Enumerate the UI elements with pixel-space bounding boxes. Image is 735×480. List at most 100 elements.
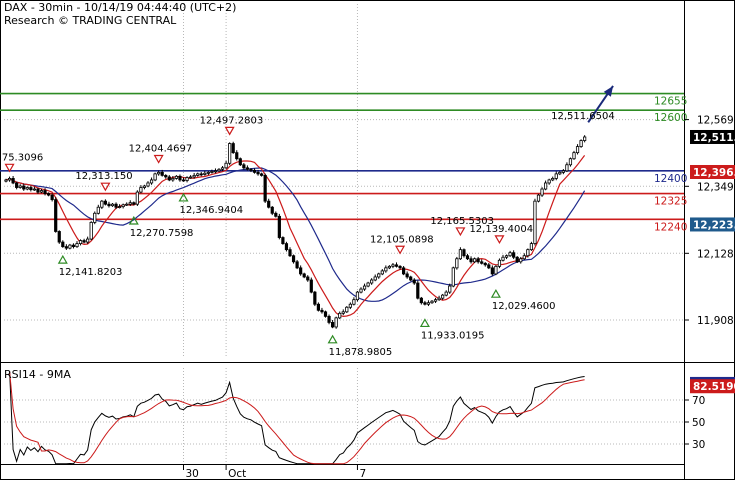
candle-body [352,299,356,305]
candle-body [291,255,296,263]
rsi-tick-label: 70 [692,395,705,407]
price-badge-bg [690,164,735,179]
peak-marker [100,182,111,192]
candle-body [93,212,97,223]
candle-body [29,187,33,191]
candle-body [153,173,157,181]
candle-body [39,190,44,193]
trough-label: 12,029.4600 [492,301,556,312]
trough-marker [128,215,139,225]
x-tick-label: 30 [186,468,199,480]
candle-body [220,167,225,170]
candle-body [267,200,271,208]
price-badge-text: 12,511.7 [693,132,735,144]
candle-body [132,202,136,205]
level-label-12400: 12400 [654,173,687,185]
candle-body [359,288,363,293]
candle-body [558,171,562,175]
peak-marker [4,163,15,173]
candle-body [504,255,509,258]
candle-body [7,178,12,181]
peak-label: 12,497.2803 [200,115,264,126]
level-label-12600: 12600 [654,112,687,124]
candle-body [433,299,438,302]
trough-label: 12,270.7598 [130,228,194,239]
candle-body [178,175,182,181]
candle-body [174,175,178,179]
candle-body [419,297,423,304]
candle-body [515,256,519,263]
candle-body [274,212,278,217]
candle-body [441,294,445,299]
candle-body [483,262,487,266]
candle-body [373,276,377,281]
rsi-ma-line [9,371,585,465]
candle-body [416,282,420,299]
candle-body [125,203,129,206]
peak-label: 12,313.150 [75,171,132,182]
candle-body [544,182,548,190]
peak-marker [153,154,164,164]
candle-body [259,173,264,176]
candle-body [249,168,253,171]
candle-body [323,311,328,317]
chart-title: DAX - 30min - 10/14/19 04:44:40 (UTC+2) [4,1,236,14]
candle-body [306,276,310,281]
level-layer: 12655 12600 12400 12325 12240 [0,92,687,233]
trough-marker [419,318,430,328]
candle-body [380,270,384,275]
candle-body [568,158,573,166]
candle-body [551,178,555,181]
candle-body [469,258,473,263]
candle-body [330,322,335,328]
candle-body [82,240,86,243]
trough-marker [327,334,338,344]
candle-body [572,152,576,160]
candle-body [472,258,477,263]
candle-body [540,188,544,196]
candle-body [370,279,374,284]
candle-body [533,200,537,245]
candle-body [409,276,413,281]
candle-body [199,173,203,176]
candle-body [22,185,26,190]
candle-body [494,265,498,275]
peak-label: 12,375.3096 [0,152,43,163]
candle-body [185,177,189,181]
candle-body [110,203,115,207]
candle-body [171,178,175,181]
candle-body [96,206,100,214]
candle-body [476,258,480,263]
candle-body [181,179,186,182]
candle-body [139,187,143,193]
candle-body [121,204,125,208]
candle-body [47,193,51,196]
peak-label: 12,165.5303 [430,216,494,227]
candle-body [362,285,367,290]
peak-marker [224,126,235,136]
chart-subtitle: Research © TRADING CENTRAL [4,14,177,27]
moving-average-layer [5,155,586,318]
peak-label: 12,139.4004 [469,224,533,235]
candle-body [107,203,111,207]
candle-body [231,143,235,154]
candle-body [387,265,392,269]
candle-body [114,203,118,208]
candle-body [309,279,313,293]
fast-moving-average [5,155,586,318]
candle-body [313,291,317,305]
rsi-title: RSI14 - 9MA [4,368,71,381]
level-label-12240: 12240 [654,221,687,233]
trough-marker [57,254,68,264]
peak-marker [494,235,505,245]
price-badge-text: 12,396.2 [693,167,735,179]
candle-body [4,179,8,182]
candle-body [583,136,587,141]
candle-body [295,261,299,269]
candle-body [316,303,321,311]
candle-body [366,282,370,287]
trough-label: 12,346.9404 [180,205,244,216]
candle-body [490,267,494,275]
candle-body [252,169,257,173]
